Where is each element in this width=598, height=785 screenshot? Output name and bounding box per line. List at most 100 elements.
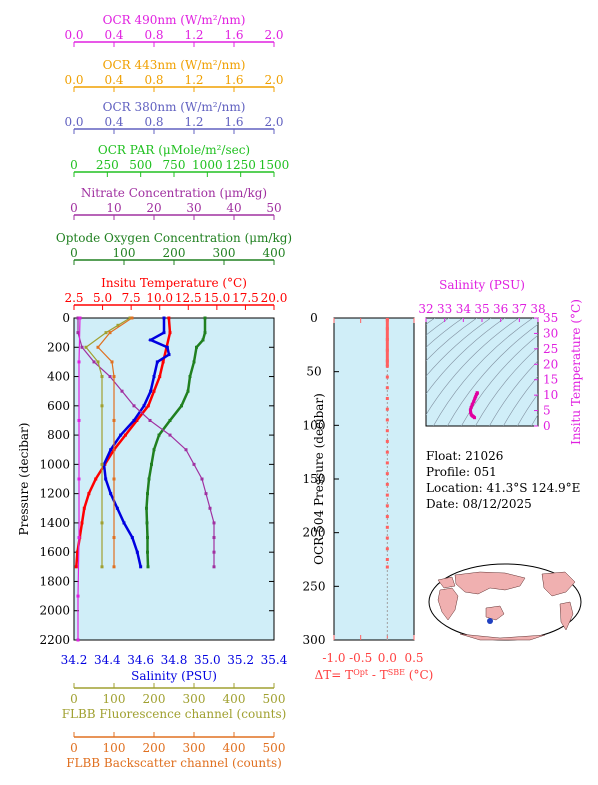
ts-x-tick-label: 36 (493, 302, 508, 316)
series-point (142, 404, 146, 408)
dt-point (385, 461, 389, 465)
ts-point (473, 396, 477, 400)
ocr504-pressure-label: OCR-504 Pressure (decibar) (312, 393, 326, 565)
series-point (120, 389, 124, 393)
bottom-axis-0: 34.2 34.4 34.6 34.8 35.0 35.2 35.4 Salinity (PS… (61, 653, 288, 683)
series-point (132, 404, 136, 408)
profile-series (74, 316, 216, 642)
series-point (158, 375, 162, 379)
bottom-axis-tick-label: 35.2 (227, 653, 254, 667)
series-point (108, 331, 112, 335)
series-point (108, 375, 112, 379)
pressure-tick-label: 0 (62, 311, 70, 325)
bottom-axis-tick-label: 300 (183, 741, 206, 755)
top-axis-label: Insitu Temperature (°C) (101, 276, 247, 290)
location: Location: 41.3°S 124.9°E (426, 481, 580, 495)
series-point (100, 404, 104, 408)
pressure-tick-label: 2200 (39, 633, 70, 647)
dt-point (385, 397, 389, 400)
top-axis-tick-label: 7.5 (122, 291, 141, 305)
series-point (146, 536, 149, 540)
series-line (77, 318, 215, 567)
series-point (148, 418, 152, 422)
top-axis-tick-label: 1.2 (184, 28, 203, 42)
top-axis-tick-label: 10 (106, 201, 121, 215)
pressure-tick-label: 400 (47, 370, 70, 384)
series-point (78, 316, 82, 320)
dt-point (385, 536, 389, 540)
series-point (152, 389, 156, 393)
ts-point (473, 416, 477, 420)
top-axis-tick-label: 2.0 (264, 28, 283, 42)
ts-x-tick-label: 34 (456, 302, 472, 316)
ts-point (468, 408, 472, 412)
map-north-america (541, 571, 576, 597)
bottom-axis-tick-label: 0 (70, 692, 78, 706)
ts-salinity-label: Salinity (PSU) (439, 278, 525, 292)
series-point (112, 565, 116, 569)
series-point (204, 492, 208, 496)
series-point (77, 477, 81, 481)
series-point (75, 550, 79, 554)
bottom-axis-tick-label: 34.2 (61, 653, 88, 667)
series-point (128, 316, 132, 320)
series-point (146, 550, 149, 554)
dt-point (385, 558, 389, 561)
top-axis-tick-label: 15.0 (203, 291, 230, 305)
top-axis-tick-label: 2.5 (64, 291, 83, 305)
dt-point (385, 525, 389, 529)
series-point (135, 550, 139, 554)
ocr504-axes: 0 50 100 150 200 250 300 -1.0 -0.5 0.0 0.5 ΔT= TOpt… (303, 311, 434, 682)
series-point (165, 345, 169, 349)
top-axis-tick-label: 0 (70, 246, 78, 260)
ocr504-tick-label: 150 (303, 472, 326, 486)
series-point (201, 338, 205, 342)
series-flbb-fluorescence-channel (84, 316, 132, 569)
float-info: Float: 21026 Profile: 051 Location: 41.3… (426, 449, 580, 511)
top-axis-tick-label: 10.0 (146, 291, 173, 305)
series-optode-oxygen-concentration (145, 316, 207, 569)
top-axis-tick-label: 100 (113, 246, 136, 260)
ts-x-tick-label: 38 (530, 302, 545, 316)
series-point (145, 521, 149, 525)
top-axis-tick-label: 1000 (192, 158, 223, 172)
main-profile-panel: 0 200 400 600 800 1000 1200 1400 1600 1800 2000 220… (17, 311, 275, 647)
series-salinity (102, 316, 171, 569)
series-point (168, 331, 172, 335)
top-axis-tick-label: 1.2 (184, 73, 203, 87)
series-point (84, 345, 88, 349)
series-point (76, 638, 80, 642)
top-axis-tick-label: 0.4 (104, 73, 123, 87)
series-point (77, 536, 81, 540)
pressure-tick-label: 1200 (39, 487, 70, 501)
series-point (87, 492, 91, 496)
series-point (180, 404, 183, 408)
ts-x-tick-label: 37 (512, 302, 527, 316)
pressure-tick-label: 1800 (39, 574, 70, 588)
series-point (110, 360, 114, 364)
ocr504-series (385, 318, 389, 569)
dt-point (385, 515, 389, 519)
series-point (74, 565, 78, 569)
isopycnal (489, 360, 538, 426)
series-nitrate-concentration (76, 316, 216, 569)
world-map (428, 563, 582, 641)
ts-point (470, 402, 474, 406)
ocr504-tick-label: 50 (306, 365, 321, 379)
series-point (168, 433, 172, 437)
series-point (80, 345, 84, 349)
top-axis-tick-label: 0 (70, 158, 78, 172)
top-axis-tick-label: 1.6 (224, 73, 243, 87)
series-point (146, 565, 150, 569)
profile-number: Profile: 051 (426, 465, 497, 479)
series-point (76, 316, 80, 320)
series-ocr-490nm (76, 316, 82, 642)
map-antarctica (459, 633, 546, 641)
dt-tick-label: -1.0 (322, 651, 345, 665)
bottom-axis-tick-label: 0 (70, 741, 78, 755)
ts-point (472, 399, 476, 403)
top-axis-tick-label: 2.0 (264, 73, 283, 87)
top-axis-tick-label: 12.5 (175, 291, 202, 305)
